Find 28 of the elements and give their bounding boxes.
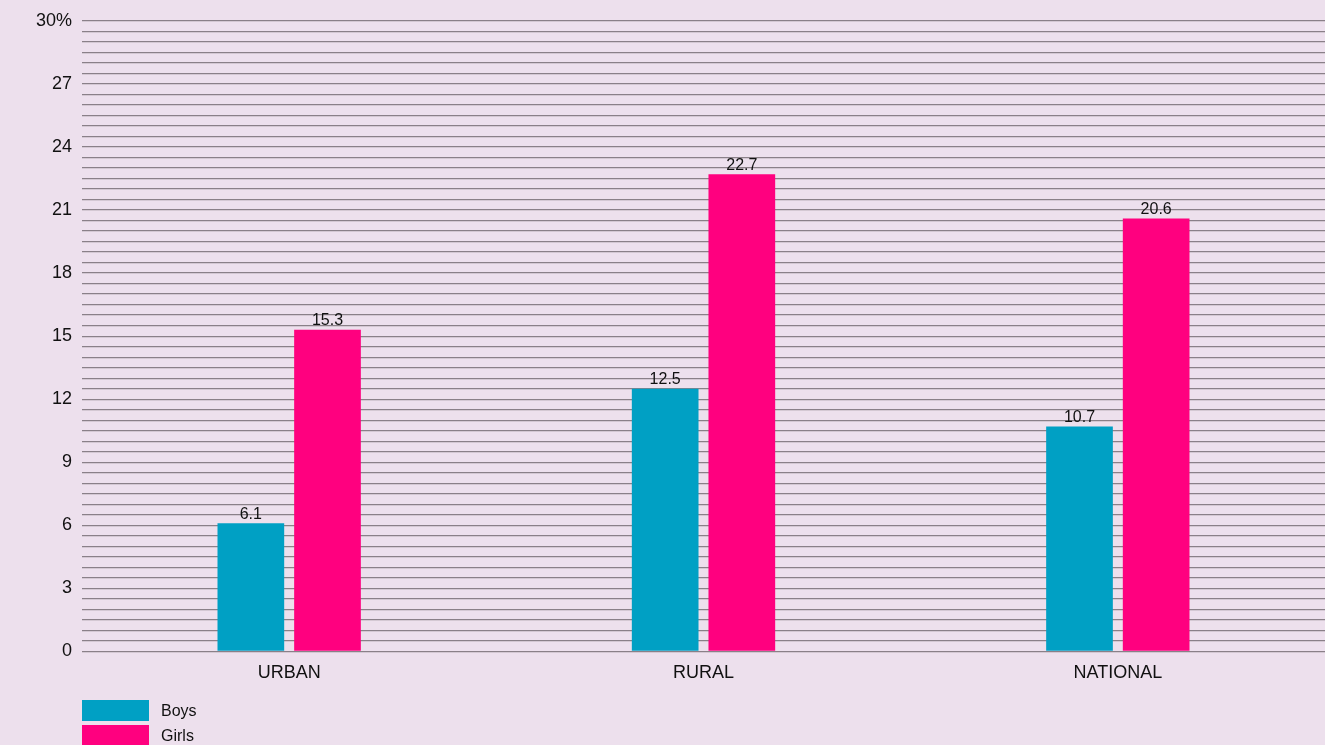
data-label: 12.5 bbox=[649, 370, 681, 388]
data-label: 6.1 bbox=[239, 504, 263, 522]
y-tick-label: 0 bbox=[61, 640, 72, 661]
data-label: 15.3 bbox=[311, 311, 344, 329]
data-label: 22.7 bbox=[726, 155, 758, 173]
x-tick-label: RURAL bbox=[672, 662, 735, 683]
y-tick-label: 21 bbox=[51, 198, 72, 219]
bar bbox=[217, 523, 285, 651]
y-tick-label: 9 bbox=[61, 451, 72, 472]
data-label: 10.7 bbox=[1063, 407, 1096, 425]
y-tick-label: 24 bbox=[51, 135, 72, 156]
y-tick-label: 3 bbox=[61, 577, 72, 598]
y-tick-label: 6 bbox=[61, 514, 72, 535]
legend-label: Girls bbox=[161, 726, 194, 745]
y-tick-label: 15 bbox=[51, 325, 72, 346]
bar bbox=[1046, 426, 1113, 651]
bar bbox=[294, 329, 361, 651]
legend-label: Boys bbox=[161, 701, 197, 720]
data-label: 20.6 bbox=[1140, 199, 1172, 217]
bar bbox=[631, 388, 699, 651]
y-tick-label: 12 bbox=[51, 388, 72, 409]
bar bbox=[708, 174, 776, 651]
x-tick-label: NATIONAL bbox=[1073, 662, 1163, 683]
bar bbox=[1122, 218, 1190, 651]
y-tick-label: 27 bbox=[51, 72, 72, 93]
x-tick-label: URBAN bbox=[257, 662, 321, 683]
y-tick-label: 30% bbox=[35, 9, 72, 30]
y-tick-label: 18 bbox=[51, 262, 72, 283]
